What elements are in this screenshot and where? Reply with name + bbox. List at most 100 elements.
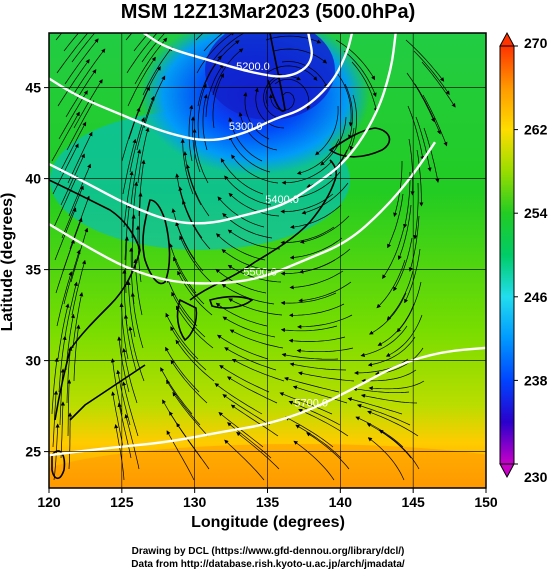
streamline: [347, 397, 403, 415]
streamline: [137, 127, 150, 184]
streamline: [285, 416, 334, 448]
streamline: [227, 264, 282, 283]
streamline: [131, 214, 136, 272]
streamline: [335, 39, 376, 81]
streamline: [126, 280, 136, 338]
streamline: [406, 72, 435, 123]
streamline: [64, 281, 78, 338]
streamline: [64, 38, 99, 85]
streamline: [197, 83, 207, 140]
streamline: [214, 383, 263, 415]
x-axis: 120 125 130 135 140 145 150: [37, 488, 498, 510]
streamline: [288, 336, 346, 343]
streamline: [59, 368, 65, 426]
streamline: [72, 292, 84, 349]
streamline: [404, 248, 421, 304]
streamline: [413, 50, 450, 95]
streamline: [221, 283, 275, 305]
streamline: [387, 193, 404, 249]
streamline: [368, 292, 407, 335]
streamline: [290, 204, 342, 230]
streamline: [227, 376, 278, 404]
streamlines: [51, 33, 456, 481]
streamline: [185, 164, 210, 217]
streamline: [377, 303, 415, 346]
colorbar-tick-label: 238: [524, 372, 548, 388]
x-tick-label: 120: [37, 494, 61, 510]
streamline: [170, 359, 208, 404]
streamline: [51, 111, 80, 162]
streamline: [301, 182, 349, 215]
colorbar-tick-label: 262: [524, 122, 548, 138]
streamline: [344, 83, 353, 140]
streamline: [413, 182, 419, 240]
streamline: [224, 175, 272, 206]
streamline: [66, 346, 73, 404]
streamline: [130, 292, 144, 349]
streamline: [366, 423, 412, 459]
streamline: [215, 233, 266, 261]
streamline: [386, 270, 414, 321]
streamline: [281, 160, 333, 185]
x-tick-label: 125: [110, 494, 134, 510]
x-axis-label: Longitude (degrees): [191, 514, 345, 531]
streamline: [281, 352, 339, 360]
y-tick-label: 40: [25, 171, 41, 187]
streamline: [360, 393, 418, 404]
y-tick-label: 35: [25, 262, 41, 278]
streamline: [73, 324, 81, 382]
kyushu-coast: [176, 298, 198, 342]
streamline: [265, 35, 322, 44]
streamline: [179, 235, 212, 283]
streamline: [130, 149, 142, 206]
streamline: [60, 153, 85, 206]
contour-line: [49, 346, 486, 457]
ryukyu-islands: [69, 364, 146, 421]
contour-label: 5500.0: [243, 267, 277, 279]
streamline: [128, 326, 145, 382]
streamline: [126, 33, 158, 74]
streamline: [165, 312, 199, 360]
streamline: [53, 175, 78, 228]
streamline: [268, 92, 295, 111]
warm-band: [49, 444, 486, 488]
colorbar-tick-label: 254: [524, 205, 548, 221]
streamline: [131, 181, 139, 239]
streamline: [141, 33, 166, 63]
streamline: [228, 135, 271, 173]
streamline: [212, 48, 244, 96]
streamline: [288, 400, 341, 426]
streamline: [117, 402, 132, 459]
contour-label: 5400.0: [265, 194, 299, 206]
streamline: [367, 410, 419, 437]
streamline: [397, 204, 412, 261]
streamline: [289, 362, 347, 371]
streamline: [188, 104, 194, 162]
credit-data: Data from http://database.rish.kyoto-u.a…: [131, 559, 405, 570]
streamline: [70, 227, 89, 283]
streamline: [414, 83, 441, 135]
streamline: [228, 117, 263, 162]
streamline: [230, 404, 279, 437]
colorbar-min-triangle: [499, 463, 515, 479]
streamline: [298, 281, 352, 303]
contour-line: [49, 33, 354, 142]
streamline: [138, 192, 143, 250]
streamline: [306, 432, 350, 470]
contour-line: [49, 141, 437, 285]
streamline: [211, 33, 245, 63]
streamline: [175, 221, 204, 272]
streamline: [63, 249, 81, 305]
streamline: [143, 75, 166, 129]
streamline: [228, 192, 280, 217]
streamline: [124, 413, 140, 470]
streamline: [57, 303, 70, 360]
streamline: [123, 314, 137, 371]
streamline: [266, 65, 318, 81]
streamline: [166, 379, 201, 426]
streamline: [72, 48, 106, 96]
colorbar-tick-label: 246: [524, 289, 548, 305]
streamline: [215, 268, 267, 294]
streamline: [315, 105, 339, 156]
streamline: [361, 369, 417, 383]
